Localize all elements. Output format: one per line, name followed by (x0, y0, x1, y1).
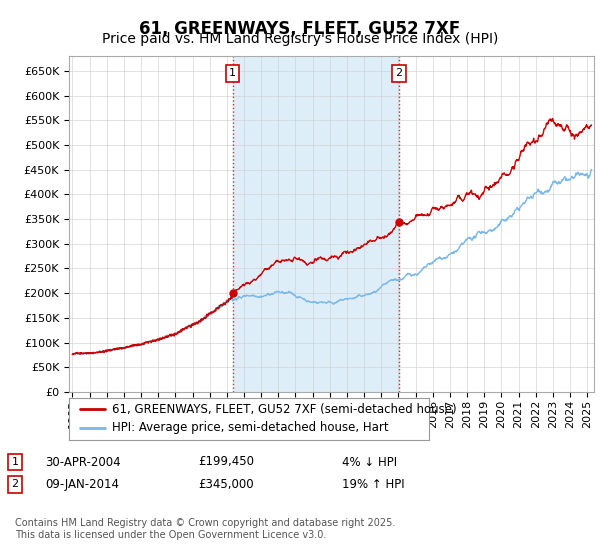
Text: 19% ↑ HPI: 19% ↑ HPI (342, 478, 404, 491)
Text: 09-JAN-2014: 09-JAN-2014 (45, 478, 119, 491)
Text: 1: 1 (229, 68, 236, 78)
Text: 30-APR-2004: 30-APR-2004 (45, 455, 121, 469)
Text: 61, GREENWAYS, FLEET, GU52 7XF: 61, GREENWAYS, FLEET, GU52 7XF (139, 20, 461, 38)
Text: Price paid vs. HM Land Registry's House Price Index (HPI): Price paid vs. HM Land Registry's House … (102, 32, 498, 46)
Text: 61, GREENWAYS, FLEET, GU52 7XF (semi-detached house): 61, GREENWAYS, FLEET, GU52 7XF (semi-det… (112, 403, 457, 416)
Text: HPI: Average price, semi-detached house, Hart: HPI: Average price, semi-detached house,… (112, 421, 389, 435)
Text: 2: 2 (395, 68, 403, 78)
Text: £199,450: £199,450 (198, 455, 254, 469)
Text: £345,000: £345,000 (198, 478, 254, 491)
Text: Contains HM Land Registry data © Crown copyright and database right 2025.
This d: Contains HM Land Registry data © Crown c… (15, 519, 395, 540)
Text: 1: 1 (11, 457, 19, 467)
Bar (233, 56, 399, 392)
Text: 4% ↓ HPI: 4% ↓ HPI (342, 455, 397, 469)
Text: 2: 2 (11, 479, 19, 489)
